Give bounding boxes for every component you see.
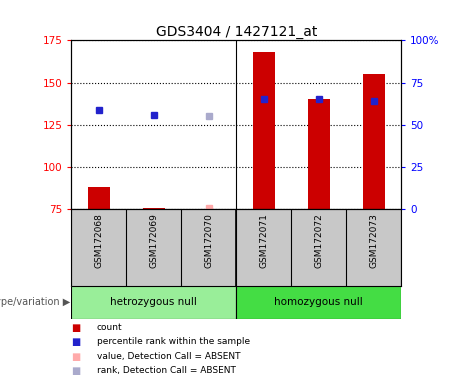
Title: GDS3404 / 1427121_at: GDS3404 / 1427121_at bbox=[155, 25, 317, 39]
Bar bbox=[236, 286, 401, 319]
Text: ■: ■ bbox=[71, 337, 81, 347]
Text: value, Detection Call = ABSENT: value, Detection Call = ABSENT bbox=[97, 352, 240, 361]
Bar bbox=[307, 99, 330, 209]
Text: ■: ■ bbox=[71, 366, 81, 376]
Bar bbox=[71, 286, 236, 319]
Text: count: count bbox=[97, 323, 123, 331]
Text: rank, Detection Call = ABSENT: rank, Detection Call = ABSENT bbox=[97, 366, 236, 375]
Text: GSM172068: GSM172068 bbox=[95, 213, 103, 268]
Text: ■: ■ bbox=[71, 352, 81, 362]
Bar bbox=[143, 208, 165, 209]
Text: genotype/variation ▶: genotype/variation ▶ bbox=[0, 297, 71, 308]
Text: GSM172072: GSM172072 bbox=[314, 213, 323, 268]
Text: GSM172071: GSM172071 bbox=[259, 213, 268, 268]
Text: ■: ■ bbox=[71, 323, 81, 333]
Text: GSM172069: GSM172069 bbox=[149, 213, 159, 268]
Text: GSM172070: GSM172070 bbox=[204, 213, 213, 268]
Text: hetrozygous null: hetrozygous null bbox=[111, 297, 197, 308]
Text: GSM172073: GSM172073 bbox=[369, 213, 378, 268]
Bar bbox=[363, 74, 384, 209]
Bar bbox=[253, 52, 275, 209]
Text: percentile rank within the sample: percentile rank within the sample bbox=[97, 337, 250, 346]
Bar bbox=[88, 187, 110, 209]
Text: homozygous null: homozygous null bbox=[274, 297, 363, 308]
